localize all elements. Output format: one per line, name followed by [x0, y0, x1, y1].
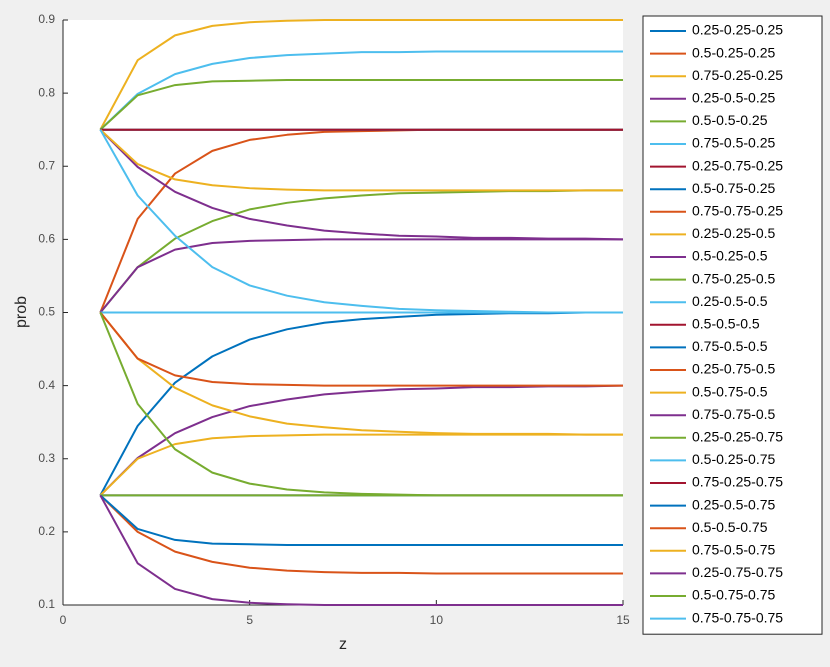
legend-label: 0.5-0.5-0.25	[692, 112, 768, 128]
series-line	[99, 50, 623, 131]
legend-label: 0.75-0.75-0.75	[692, 609, 783, 625]
legend-label: 0.5-0.5-0.75	[692, 519, 768, 535]
legend-label: 0.5-0.25-0.75	[692, 451, 775, 467]
legend-label: 0.25-0.5-0.75	[692, 496, 775, 512]
x-tick-label: 10	[430, 613, 444, 627]
legend-label: 0.25-0.5-0.25	[692, 90, 775, 106]
x-tick-label: 5	[246, 613, 253, 627]
series-line	[99, 128, 624, 241]
series-line	[99, 311, 623, 387]
y-tick-label: 0.5	[38, 305, 55, 319]
legend-label: 0.75-0.5-0.75	[692, 542, 775, 558]
series-line	[99, 494, 623, 547]
series-line	[99, 494, 623, 575]
y-tick-label: 0.3	[38, 451, 55, 465]
series-line	[99, 312, 623, 497]
legend-label: 0.75-0.25-0.75	[692, 474, 783, 490]
legend-label: 0.75-0.75-0.5	[692, 406, 775, 422]
legend-label: 0.75-0.5-0.25	[692, 135, 775, 151]
legend-label: 0.75-0.5-0.5	[692, 338, 768, 354]
x-tick-label: 0	[60, 613, 67, 627]
legend-label: 0.5-0.75-0.5	[692, 383, 768, 399]
y-tick-label: 0.7	[38, 158, 55, 172]
legend-label: 0.25-0.5-0.5	[692, 293, 768, 309]
y-tick-label: 0.2	[38, 524, 55, 538]
y-tick-label: 0.8	[38, 85, 55, 99]
series-line	[99, 494, 623, 606]
legend-label: 0.5-0.25-0.25	[692, 44, 775, 60]
legend-label: 0.25-0.75-0.75	[692, 564, 783, 580]
legend-label: 0.75-0.25-0.25	[692, 67, 783, 83]
series-line	[99, 311, 623, 436]
y-tick-label: 0.1	[38, 597, 55, 611]
y-axis-label: prob	[13, 296, 30, 328]
legend-label: 0.25-0.25-0.25	[692, 22, 783, 38]
legend-label: 0.5-0.75-0.25	[692, 180, 775, 196]
series-line	[99, 19, 623, 131]
y-tick-label: 0.4	[38, 378, 55, 392]
legend-label: 0.5-0.25-0.5	[692, 248, 768, 264]
legend-label: 0.5-0.5-0.5	[692, 316, 760, 332]
y-tick-label: 0.9	[38, 12, 55, 26]
legend-label: 0.25-0.25-0.5	[692, 225, 775, 241]
legend-label: 0.25-0.25-0.75	[692, 429, 783, 445]
y-tick-label: 0.6	[38, 232, 55, 246]
legend-label: 0.75-0.75-0.25	[692, 203, 783, 219]
x-tick-label: 15	[616, 613, 630, 627]
legend-label: 0.75-0.25-0.5	[692, 270, 775, 286]
legend-label: 0.25-0.75-0.25	[692, 157, 783, 173]
x-axis-label: z	[339, 636, 347, 653]
legend-label: 0.5-0.75-0.75	[692, 587, 775, 603]
series-line	[99, 78, 623, 131]
legend-label: 0.25-0.75-0.5	[692, 361, 775, 377]
series-line	[99, 128, 623, 192]
series-line	[99, 129, 623, 314]
